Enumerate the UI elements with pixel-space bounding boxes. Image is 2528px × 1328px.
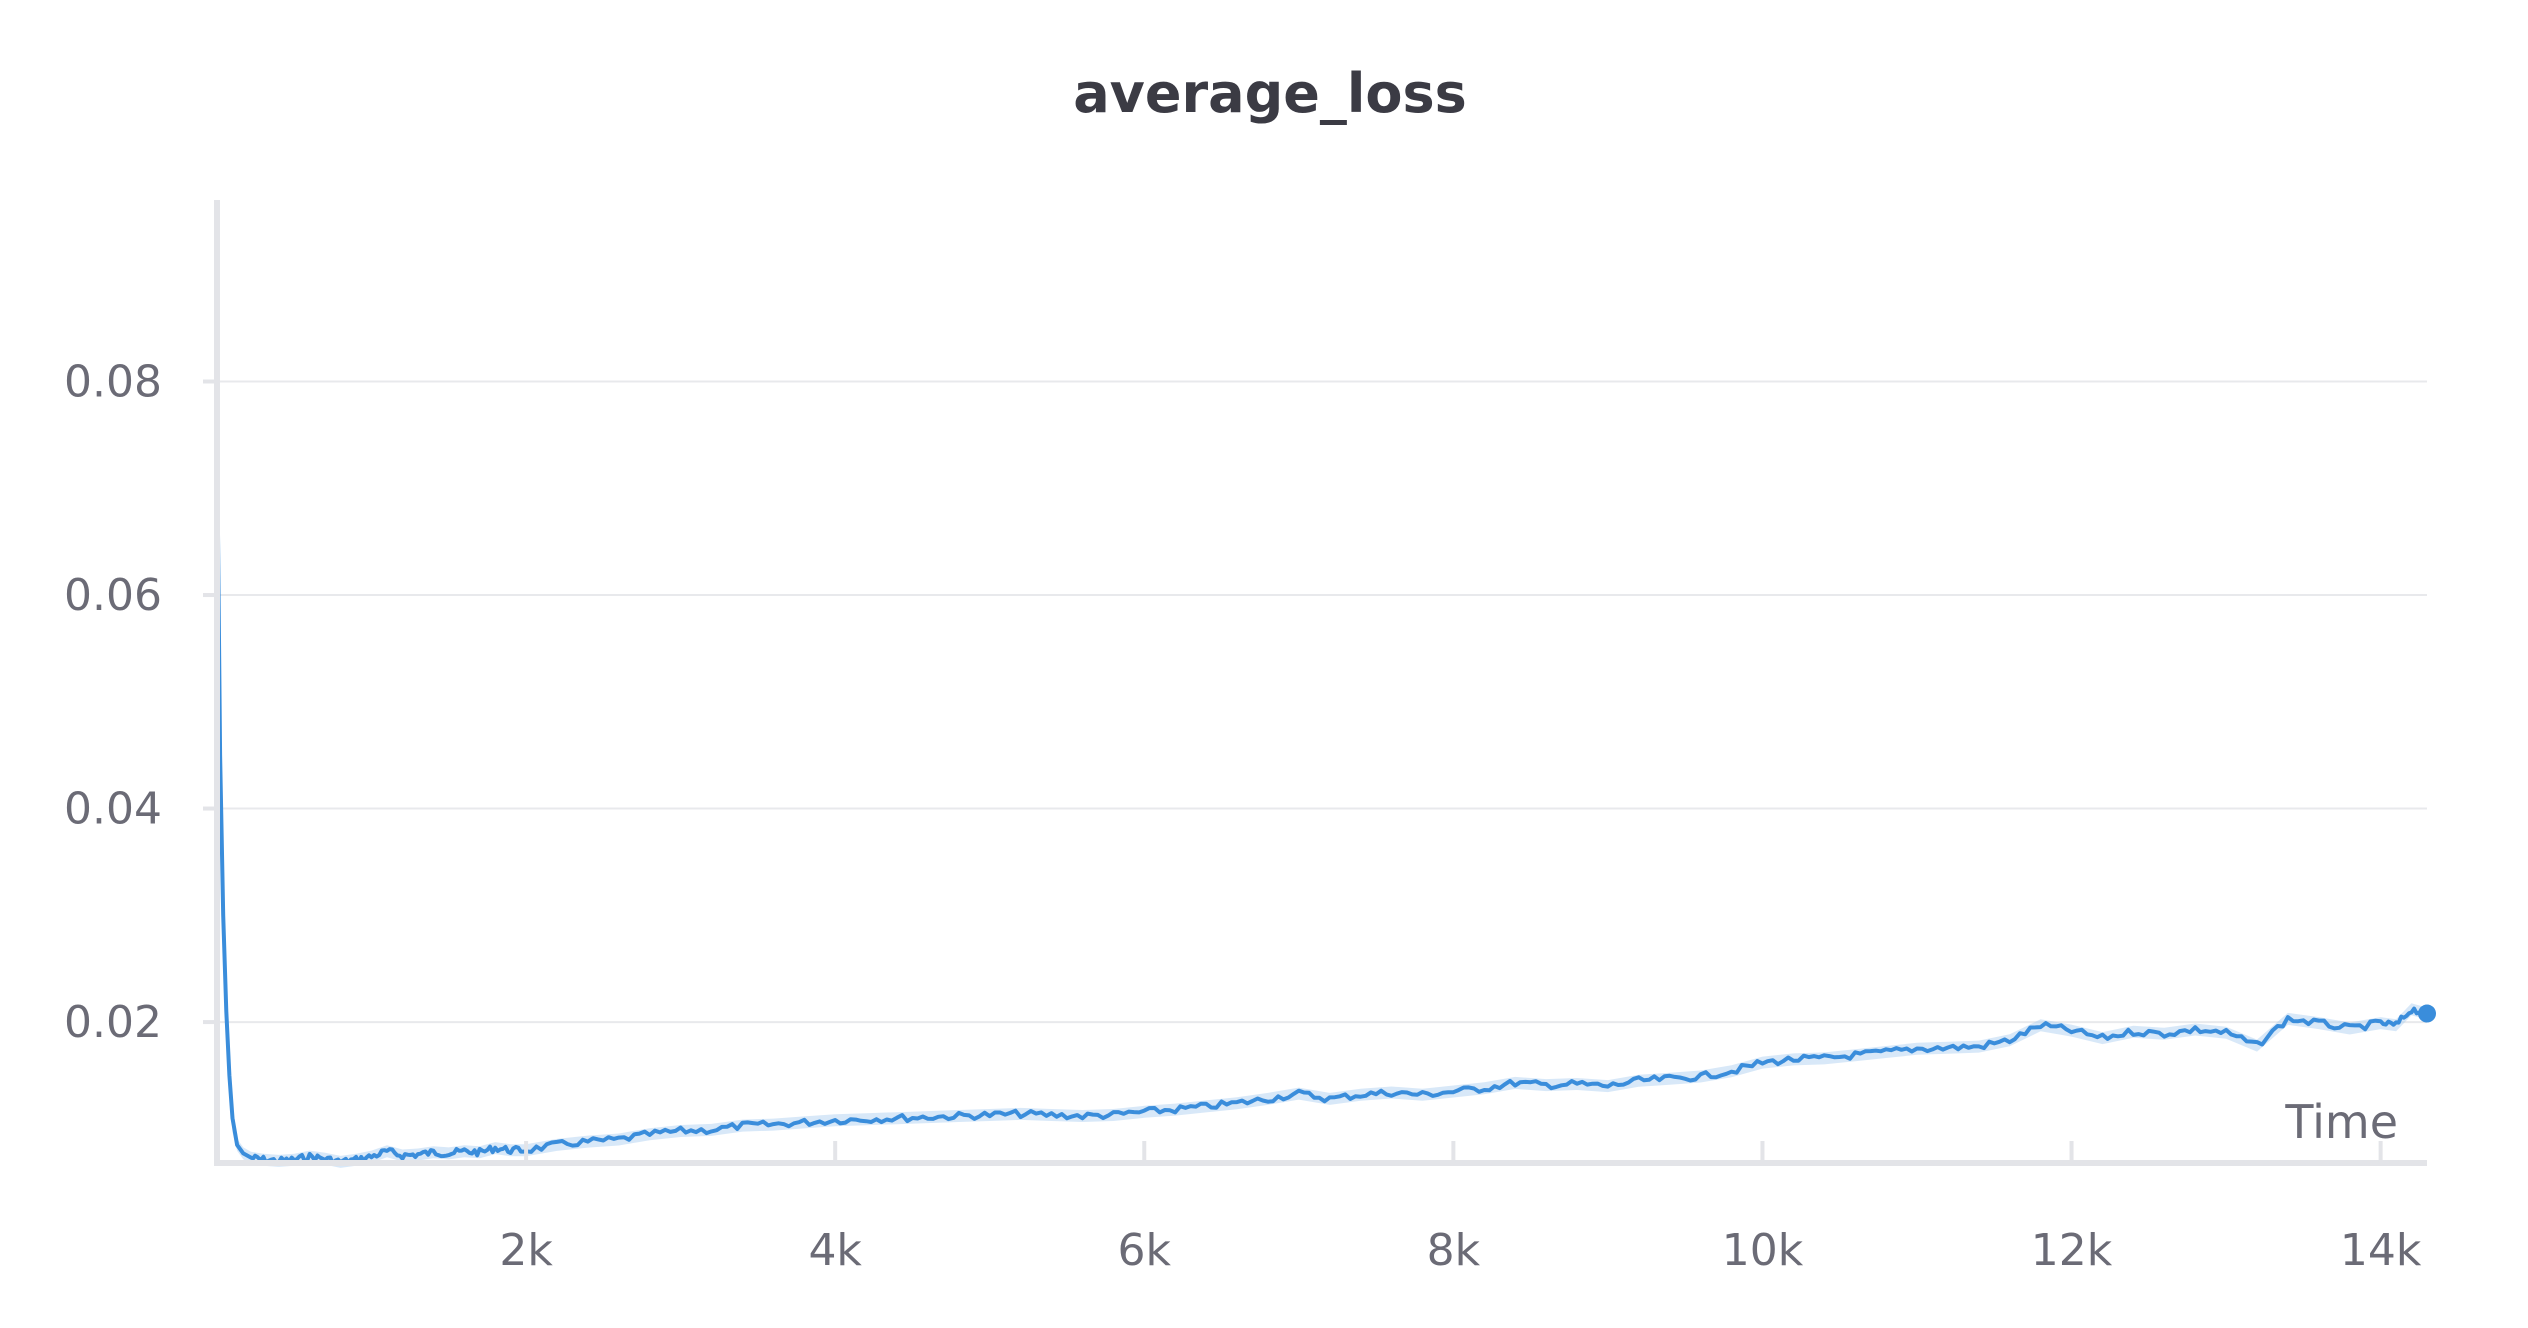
x-tick-label: 2k [499,1225,553,1276]
tick-labels: 0.02 0.04 0.06 0.08 2k 4k 6k 8k 10k 12k 14k [64,356,2422,1276]
series-endpoint [2418,1004,2436,1023]
y-tick-label: 0.04 [64,784,162,835]
series-line [215,427,2436,1166]
x-axis-label: Time [2284,1095,2398,1149]
x-tick-label: 14k [2340,1225,2422,1276]
x-tick-label: 12k [2031,1225,2113,1276]
x-tick-label: 6k [1118,1225,1172,1276]
x-tick-label: 4k [808,1225,862,1276]
x-tick-label: 8k [1427,1225,1481,1276]
confidence-band [217,415,2427,1168]
chart-title: average_loss [1073,62,1467,125]
y-tick-label: 0.02 [64,997,162,1048]
axes [214,200,2427,1166]
grid-lines [217,380,2427,1024]
series-path [215,427,2429,1166]
x-tick-label: 10k [1722,1225,1804,1276]
y-tick-label: 0.06 [64,570,162,621]
series-band [217,415,2427,1168]
y-tick-label: 0.08 [64,356,162,407]
